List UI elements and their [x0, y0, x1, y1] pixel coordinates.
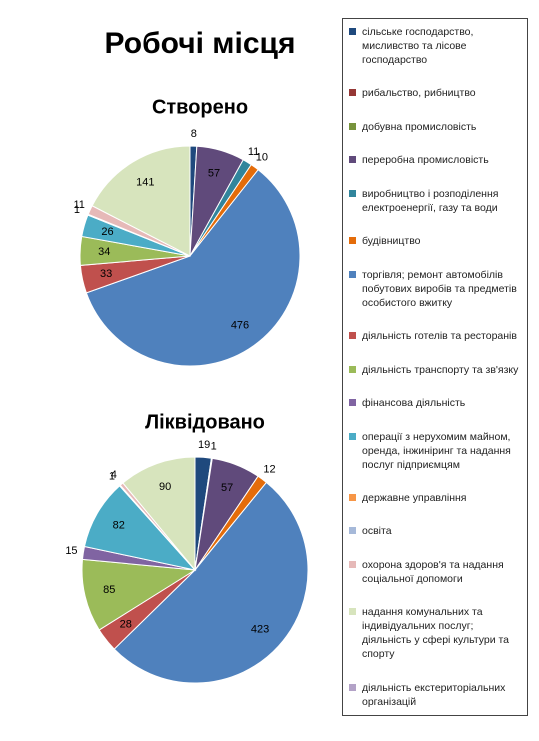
- data-label: 423: [251, 623, 269, 635]
- legend-label: переробна промисловість: [362, 154, 489, 167]
- data-label: 57: [221, 482, 233, 494]
- legend-label: будівництво: [362, 235, 421, 248]
- legend-swatch: [349, 493, 356, 501]
- data-label: 1: [74, 204, 80, 216]
- pie-slice: [81, 558, 197, 631]
- legend-label: фінансова діяльність: [362, 397, 466, 410]
- legend-label: охорона здоров'я та надання соціальної д…: [362, 558, 504, 585]
- legend-swatch: [349, 270, 356, 278]
- pie-slice: [122, 456, 196, 572]
- legend-item: освіта: [347, 524, 523, 538]
- legend-item: надання комунальних та індивідуальних по…: [347, 605, 523, 661]
- legend-item: операції з нерухомим майном, оренда, інж…: [347, 430, 523, 472]
- legend-swatch: [349, 365, 356, 373]
- legend-swatch: [349, 122, 356, 130]
- data-label: 85: [103, 584, 115, 596]
- legend-item: фінансова діяльність: [347, 396, 523, 410]
- data-label: 90: [159, 481, 171, 493]
- chart-title: Створено: [152, 96, 248, 118]
- data-label: 4: [111, 469, 117, 481]
- legend-item: діяльність екстериторіальних організацій: [347, 681, 523, 709]
- legend-item: сільське господарство, мисливство та ліс…: [347, 25, 523, 67]
- data-label: 141: [136, 177, 154, 189]
- legend-swatch: [349, 89, 356, 97]
- legend-label: діяльність готелів та ресторанів: [362, 330, 517, 343]
- legend-label: надання комунальних та індивідуальних по…: [362, 606, 510, 661]
- data-label: 34: [98, 246, 110, 258]
- legend-item: діяльність готелів та ресторанів: [347, 329, 523, 343]
- legend-item: торгівля; ремонт автомобілів побутових в…: [347, 268, 523, 310]
- legend-item: будівництво: [347, 234, 523, 248]
- legend-swatch: [349, 28, 356, 35]
- main-title: Робочі місця: [105, 27, 296, 60]
- legend-swatch: [349, 237, 356, 245]
- legend-label: державне управління: [362, 491, 467, 504]
- legend-item: добувна промисловість: [347, 120, 523, 134]
- legend-item: виробництво і розподілення електроенергі…: [347, 187, 523, 215]
- data-label: 33: [100, 268, 112, 280]
- legend-label: діяльність транспорту та зв'язку: [362, 363, 519, 376]
- legend-swatch: [349, 527, 356, 535]
- legend-swatch: [349, 683, 356, 691]
- legend-label: сільське господарство, мисливство та ліс…: [362, 26, 474, 66]
- legend-label: діяльність екстериторіальних організацій: [362, 681, 506, 708]
- data-label: 57: [208, 168, 220, 180]
- legend-swatch: [349, 560, 356, 568]
- data-label: 11: [248, 146, 259, 158]
- data-label: 82: [113, 520, 125, 532]
- data-label: 8: [191, 128, 197, 140]
- data-label: 476: [231, 320, 249, 332]
- data-label: 11: [73, 199, 84, 211]
- data-label: 1: [211, 440, 217, 452]
- data-label: 10: [256, 151, 268, 163]
- legend-label: торгівля; ремонт автомобілів побутових в…: [362, 268, 517, 309]
- legend-item: рибальство, рибництво: [347, 86, 523, 100]
- data-label: 28: [120, 618, 132, 630]
- legend: сільське господарство, мисливство та ліс…: [342, 18, 528, 716]
- legend-swatch: [349, 189, 356, 197]
- legend-label: освіта: [362, 525, 392, 538]
- data-label: 1: [109, 470, 115, 482]
- legend-swatch: [349, 399, 356, 407]
- data-label: 12: [263, 464, 275, 476]
- legend-swatch: [349, 432, 356, 440]
- data-label: 19: [198, 439, 210, 451]
- legend-swatch: [349, 332, 356, 340]
- legend-label: операції з нерухомим майном, оренда, інж…: [362, 430, 511, 471]
- legend-label: добувна промисловість: [362, 120, 477, 133]
- legend-item: діяльність транспорту та зв'язку: [347, 363, 523, 377]
- pie-slice: [91, 145, 191, 257]
- pie-slice: [83, 485, 197, 571]
- charts: Робочі місця Створено8571110476333426111…: [65, 27, 309, 684]
- chart-title: Ліквідовано: [145, 411, 265, 433]
- pie-slice: [85, 168, 301, 367]
- legend-item: переробна промисловість: [347, 153, 523, 167]
- data-label: 15: [65, 545, 77, 557]
- data-label: 26: [101, 226, 113, 238]
- legend-swatch: [349, 156, 356, 164]
- legend-item: державне управління: [347, 491, 523, 505]
- pie-slice: [113, 481, 309, 684]
- legend-label: рибальство, рибництво: [362, 87, 476, 100]
- legend-label: виробництво і розподілення електроенергі…: [362, 187, 499, 214]
- legend-item: охорона здоров'я та надання соціальної д…: [347, 558, 523, 586]
- legend-swatch: [349, 608, 356, 616]
